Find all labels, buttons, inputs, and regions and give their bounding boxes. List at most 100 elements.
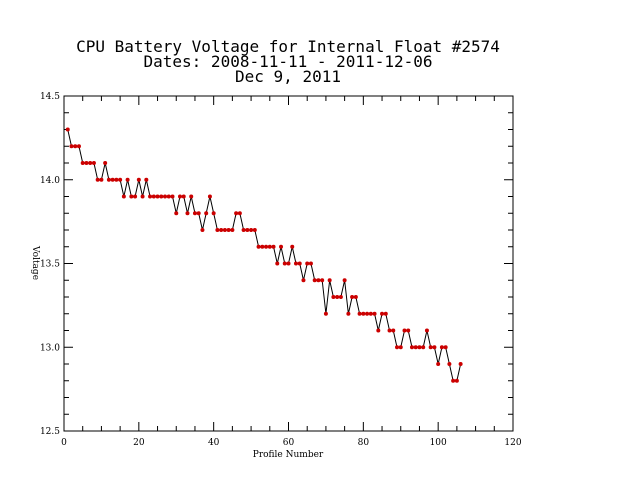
data-point <box>402 328 407 333</box>
data-point <box>129 194 134 199</box>
data-point <box>282 261 287 266</box>
data-point <box>454 378 459 383</box>
data-point <box>293 261 298 266</box>
data-point <box>365 311 370 316</box>
chart-title-line-1: CPU Battery Voltage for Internal Float #… <box>76 37 500 56</box>
data-point <box>174 211 179 216</box>
data-point <box>436 362 441 366</box>
data-point <box>144 177 149 182</box>
data-point <box>290 244 295 249</box>
data-point <box>241 228 246 232</box>
y-tick-label: 13.5 <box>40 260 60 270</box>
data-point <box>320 278 325 283</box>
data-point <box>417 345 422 350</box>
data-point <box>177 194 182 199</box>
data-point <box>305 261 310 266</box>
x-tick-label: 60 <box>283 438 295 448</box>
data-point <box>327 278 332 283</box>
y-axis-title: Voltage <box>30 245 40 280</box>
x-tick-label: 80 <box>358 438 370 448</box>
data-point <box>192 211 197 216</box>
data-point <box>458 362 463 366</box>
data-point <box>237 211 242 216</box>
data-point <box>267 244 272 249</box>
data-point <box>361 311 366 316</box>
data-point <box>163 194 168 199</box>
data-point <box>391 328 396 333</box>
x-tick-label: 100 <box>430 438 447 448</box>
data-point <box>439 345 444 350</box>
data-point <box>387 328 392 333</box>
data-point <box>249 228 254 232</box>
data-point <box>170 194 175 199</box>
data-point <box>346 311 351 316</box>
data-point <box>424 328 429 333</box>
x-tick-label: 20 <box>133 438 145 448</box>
data-point <box>136 177 141 182</box>
data-point <box>372 311 377 316</box>
data-point <box>323 311 328 316</box>
data-point <box>368 311 373 316</box>
data-point <box>428 345 433 350</box>
data-point <box>103 161 108 165</box>
data-point <box>106 177 111 182</box>
data-point <box>271 244 276 249</box>
data-point <box>151 194 156 199</box>
data-point <box>443 345 448 350</box>
data-point <box>297 261 302 266</box>
data-point <box>88 161 93 165</box>
data-point <box>76 144 81 149</box>
data-point <box>125 177 130 182</box>
x-tick-label: 0 <box>61 438 67 448</box>
data-point <box>140 194 145 199</box>
data-point <box>207 194 212 199</box>
data-point <box>245 228 250 232</box>
data-point <box>211 211 216 216</box>
data-point <box>121 194 126 199</box>
data-point <box>301 278 306 283</box>
data-point <box>260 244 265 249</box>
data-point <box>421 345 426 350</box>
data-point <box>432 345 437 350</box>
data-point <box>350 295 355 299</box>
data-point <box>196 211 201 216</box>
y-tick-label: 13.0 <box>40 343 60 353</box>
data-point <box>338 295 343 299</box>
data-point <box>226 228 231 232</box>
y-tick-label: 14.0 <box>40 176 60 186</box>
data-point <box>222 228 227 232</box>
y-tick-label: 12.5 <box>40 427 60 437</box>
data-point <box>275 261 280 266</box>
data-point <box>91 161 96 165</box>
data-point <box>230 228 235 232</box>
x-axis-title: Profile Number <box>253 450 324 460</box>
data-point <box>148 194 153 199</box>
x-tick-label: 40 <box>208 438 220 448</box>
data-point <box>80 161 85 165</box>
data-point <box>84 161 89 165</box>
data-point <box>316 278 321 283</box>
data-point <box>357 311 362 316</box>
data-point <box>219 228 224 232</box>
data-point <box>133 194 138 199</box>
data-point <box>376 328 381 333</box>
data-point <box>166 194 171 199</box>
data-point <box>181 194 186 199</box>
chart-title-line-3: Dec 9, 2011 <box>235 67 341 86</box>
data-point <box>95 177 100 182</box>
data-point <box>380 311 385 316</box>
axes-layer: 0 20 40 60 80 100 120 12.5 13.0 13.5 14.0 14.5 <box>40 92 522 448</box>
data-point <box>447 362 452 366</box>
data-point <box>215 228 220 232</box>
data-point <box>279 244 284 249</box>
data-point <box>65 127 70 132</box>
data-point <box>200 228 205 232</box>
data-point <box>69 144 74 149</box>
data-point <box>114 177 119 182</box>
data-point <box>73 144 78 149</box>
data-point <box>409 345 414 350</box>
data-point <box>159 194 164 199</box>
data-point <box>185 211 190 216</box>
chart-title-line-2: Dates: 2008-11-11 - 2011-12-06 <box>144 52 433 71</box>
